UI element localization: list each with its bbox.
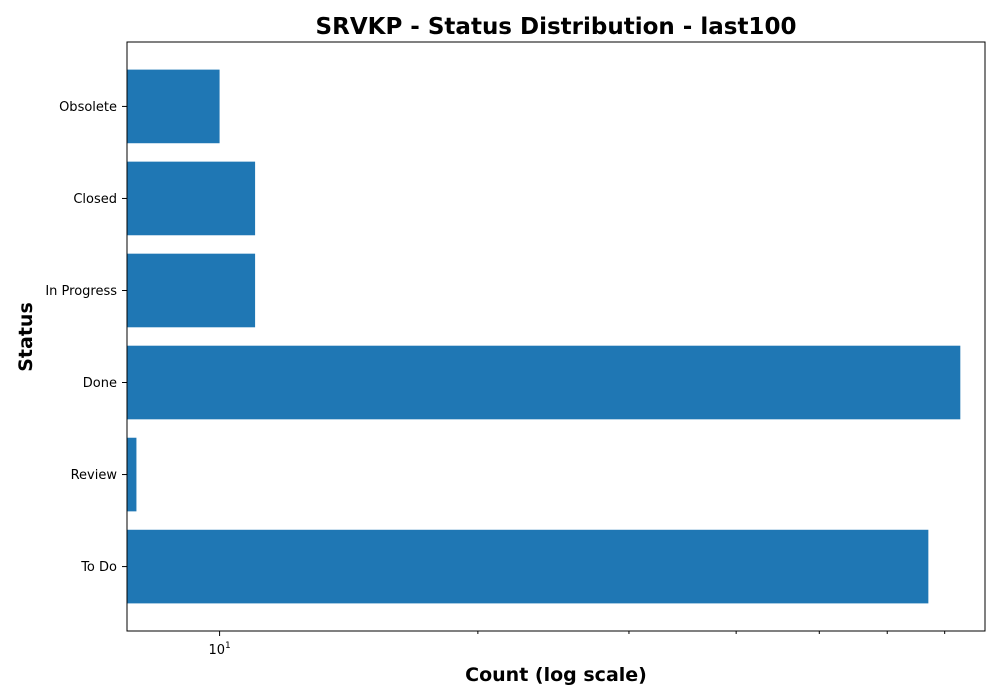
x-axis-ticks: 101 [208,631,946,658]
x-axis-label: Count (log scale) [465,664,647,686]
bar-to-do [127,529,929,604]
bar-closed [127,161,256,236]
y-axis-label: Status [15,302,37,372]
chart-title: SRVKP - Status Distribution - last100 [316,14,797,40]
bar-done [127,345,961,420]
plot-area-frame [126,41,986,632]
y-tick-label: Closed [73,192,117,207]
bar-obsolete [127,69,220,144]
bar-review [127,437,137,512]
y-tick-label: Done [83,376,117,391]
bar-in-progress [127,253,256,328]
x-tick-label: 101 [208,641,230,658]
y-tick-label: Review [71,468,118,483]
y-tick-label: Obsolete [59,100,117,115]
y-tick-label: To Do [80,560,117,575]
y-axis-ticks: To Do Review Done In Progress Closed Obsolete [45,100,127,575]
bars-group [127,69,961,604]
y-tick-label: In Progress [45,284,117,299]
